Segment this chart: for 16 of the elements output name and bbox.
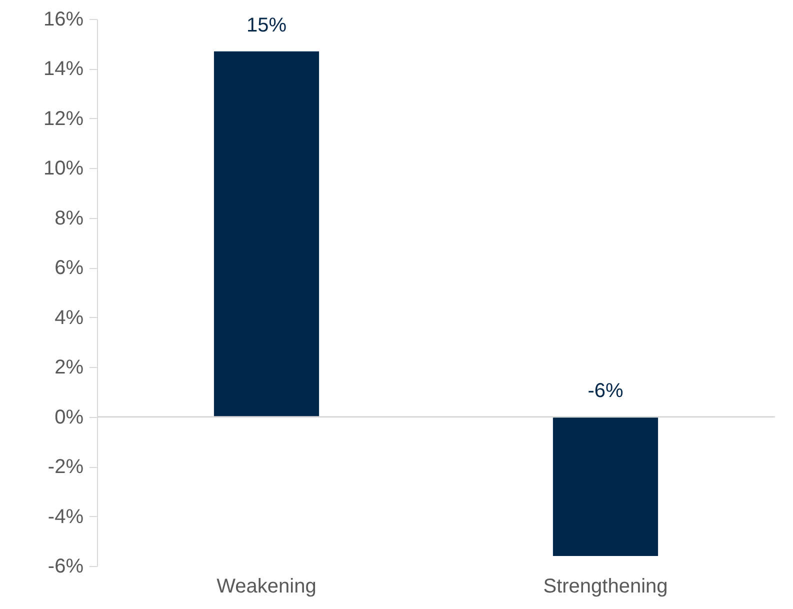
- x-tick-label: Strengthening: [543, 576, 668, 598]
- y-tick-label: -6%: [48, 556, 84, 578]
- y-tick-label: 14%: [43, 58, 84, 80]
- y-tick-label: 0%: [54, 406, 84, 428]
- y-tick-label: 12%: [43, 108, 84, 130]
- y-tick-label: 4%: [54, 306, 84, 329]
- y-tick-label: 6%: [54, 257, 84, 280]
- data-label: -6%: [588, 380, 624, 402]
- y-tick-label: 8%: [54, 207, 84, 230]
- x-tick-label: Weakening: [216, 576, 316, 598]
- y-tick-label: -4%: [48, 506, 84, 528]
- y-tick-label: 16%: [43, 8, 84, 30]
- y-tick-label: -2%: [48, 456, 84, 478]
- y-tick-label: 2%: [54, 356, 84, 379]
- data-label: 15%: [246, 14, 287, 36]
- y-tick-label: 10%: [43, 158, 84, 180]
